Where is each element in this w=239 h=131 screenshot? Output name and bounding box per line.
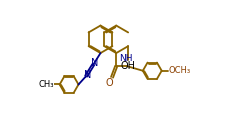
Text: NH: NH [119,54,133,63]
Text: O: O [105,78,113,88]
Text: OCH₃: OCH₃ [169,66,191,75]
Text: OH: OH [121,61,136,71]
Text: N: N [84,70,91,80]
Text: CH₃: CH₃ [38,80,54,89]
Text: N: N [91,58,98,68]
